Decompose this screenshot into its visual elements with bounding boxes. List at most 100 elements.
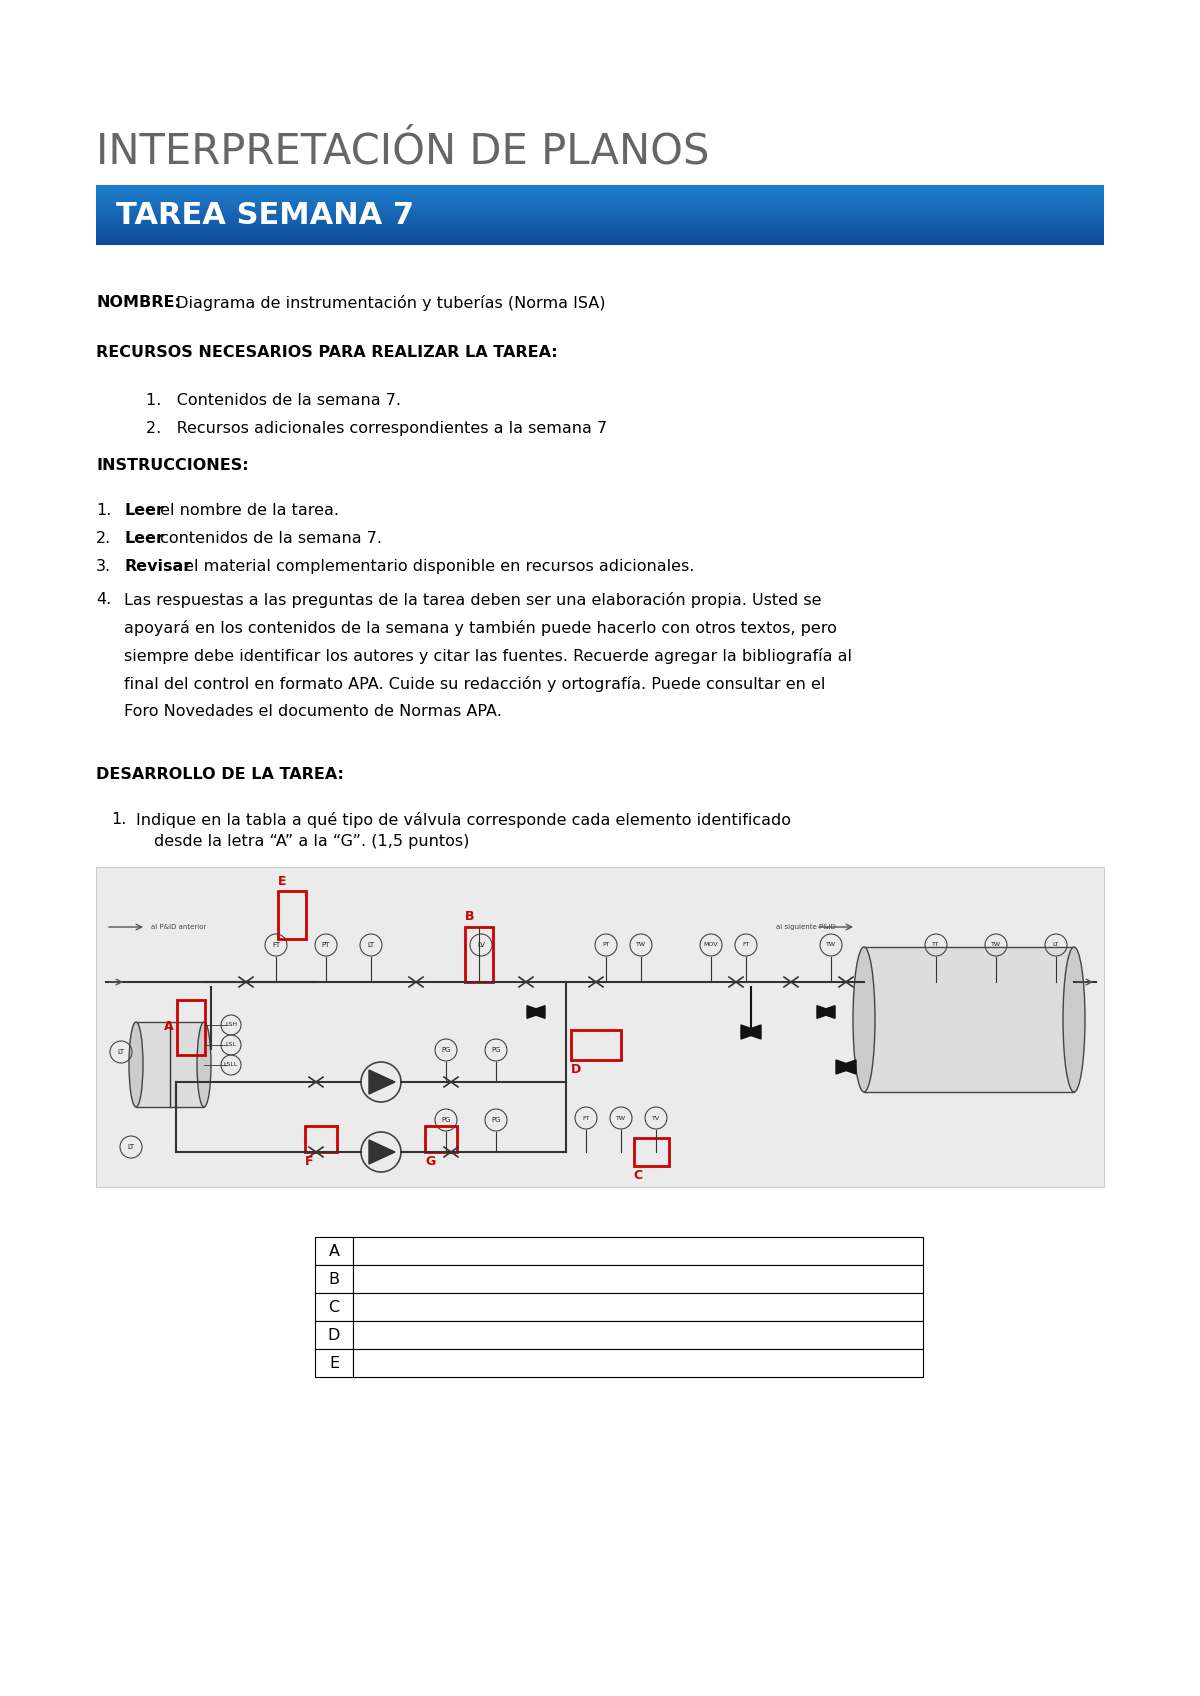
Bar [96, 197, 1104, 198]
Text: LSLL: LSLL [224, 1062, 238, 1067]
Text: INTERPRETACIÓN DE PLANOS: INTERPRETACIÓN DE PLANOS [96, 131, 709, 171]
Ellipse shape [1063, 946, 1085, 1092]
Text: A: A [164, 1021, 174, 1033]
Bar [96, 210, 1104, 212]
Bar [96, 867, 1104, 1187]
Bar [314, 1236, 353, 1265]
Polygon shape [370, 1140, 395, 1163]
Text: al siguiente P&ID: al siguiente P&ID [776, 924, 836, 929]
Bar [96, 215, 1104, 219]
Text: Indique en la tabla a qué tipo de válvula corresponde cada elemento identificado: Indique en la tabla a qué tipo de válvul… [136, 812, 791, 828]
Text: TT: TT [932, 943, 940, 948]
Bar [96, 234, 1104, 236]
Text: LSH: LSH [224, 1023, 238, 1028]
Bar [96, 195, 1104, 197]
Ellipse shape [130, 1023, 143, 1107]
Bar [96, 204, 1104, 205]
Text: LT: LT [127, 1145, 134, 1150]
Text: LSL: LSL [226, 1043, 236, 1048]
Text: MOV: MOV [703, 943, 719, 948]
Text: B: B [329, 1272, 340, 1287]
Text: FT: FT [272, 941, 280, 948]
Bar [96, 243, 1104, 244]
Text: PG: PG [442, 1118, 451, 1123]
Text: PT: PT [322, 941, 330, 948]
Bar [96, 190, 1104, 193]
Bar [96, 236, 1104, 237]
Text: 2.   Recursos adicionales correspondientes a la semana 7: 2. Recursos adicionales correspondientes… [146, 421, 607, 436]
Text: TW: TW [636, 943, 646, 948]
Text: PG: PG [491, 1118, 500, 1123]
Bar [864, 946, 1074, 1092]
Bar [96, 227, 1104, 229]
Polygon shape [817, 1006, 835, 1018]
Bar [353, 1348, 923, 1377]
Polygon shape [527, 1006, 545, 1018]
Bar [314, 1292, 353, 1321]
Bar [96, 231, 1104, 232]
Bar [634, 1138, 668, 1167]
Bar [96, 237, 1104, 239]
Bar [136, 1023, 204, 1107]
Bar [96, 229, 1104, 231]
Text: PG: PG [442, 1046, 451, 1053]
Text: apoyará en los contenidos de la semana y también puede hacerlo con otros textos,: apoyará en los contenidos de la semana y… [124, 621, 836, 636]
Text: G: G [425, 1155, 436, 1169]
Polygon shape [836, 1060, 856, 1074]
Bar [96, 202, 1104, 205]
Text: 3.: 3. [96, 560, 112, 573]
Text: Diagrama de instrumentación y tuberías (Norma ISA): Diagrama de instrumentación y tuberías (… [172, 295, 606, 310]
Bar [314, 1348, 353, 1377]
Text: INSTRUCCIONES:: INSTRUCCIONES: [96, 458, 248, 473]
Text: 1.   Contenidos de la semana 7.: 1. Contenidos de la semana 7. [146, 393, 401, 409]
Text: DESARROLLO DE LA TAREA:: DESARROLLO DE LA TAREA: [96, 767, 344, 782]
Bar [96, 188, 1104, 192]
Ellipse shape [197, 1023, 211, 1107]
Text: TAREA SEMANA 7: TAREA SEMANA 7 [116, 202, 414, 231]
Bar [353, 1292, 923, 1321]
Text: 1.: 1. [96, 504, 112, 517]
Polygon shape [817, 1006, 835, 1018]
Text: Foro Novedades el documento de Normas APA.: Foro Novedades el documento de Normas AP… [124, 704, 502, 719]
Polygon shape [742, 1024, 761, 1040]
Text: FT: FT [743, 943, 750, 948]
Text: TV: TV [652, 1116, 660, 1121]
Text: 1.: 1. [112, 812, 126, 828]
Bar [353, 1321, 923, 1348]
Polygon shape [370, 1070, 395, 1094]
Bar [96, 192, 1104, 193]
Bar [96, 205, 1104, 207]
Bar [96, 224, 1104, 226]
Bar [96, 188, 1104, 190]
Text: LT: LT [1052, 943, 1060, 948]
Text: TW: TW [826, 943, 836, 948]
Text: Revisar: Revisar [124, 560, 191, 573]
Bar [96, 227, 1104, 231]
Bar [96, 200, 1104, 202]
Bar [96, 198, 1104, 200]
Bar [96, 212, 1104, 214]
Text: el nombre de la tarea.: el nombre de la tarea. [155, 504, 340, 517]
Bar [278, 890, 306, 940]
Bar [314, 1265, 353, 1292]
Ellipse shape [853, 946, 875, 1092]
Bar [96, 202, 1104, 204]
Bar [96, 239, 1104, 241]
Bar [425, 1126, 457, 1152]
Text: D: D [571, 1063, 581, 1075]
Text: el material complementario disponible en recursos adicionales.: el material complementario disponible en… [179, 560, 694, 573]
Text: LT: LT [118, 1050, 125, 1055]
Bar [353, 1265, 923, 1292]
Bar [96, 214, 1104, 215]
Text: Leer: Leer [124, 531, 164, 546]
Text: 2.: 2. [96, 531, 112, 546]
Bar [96, 209, 1104, 210]
Text: E: E [278, 875, 287, 889]
Text: final del control en formato APA. Cuide su redacción y ortografía. Puede consult: final del control en formato APA. Cuide … [124, 677, 826, 692]
Text: NOMBRE:: NOMBRE: [96, 295, 181, 310]
Text: PT: PT [602, 943, 610, 948]
Text: A: A [329, 1243, 340, 1258]
Polygon shape [527, 1006, 545, 1018]
Bar [96, 220, 1104, 222]
Text: F: F [305, 1155, 313, 1169]
